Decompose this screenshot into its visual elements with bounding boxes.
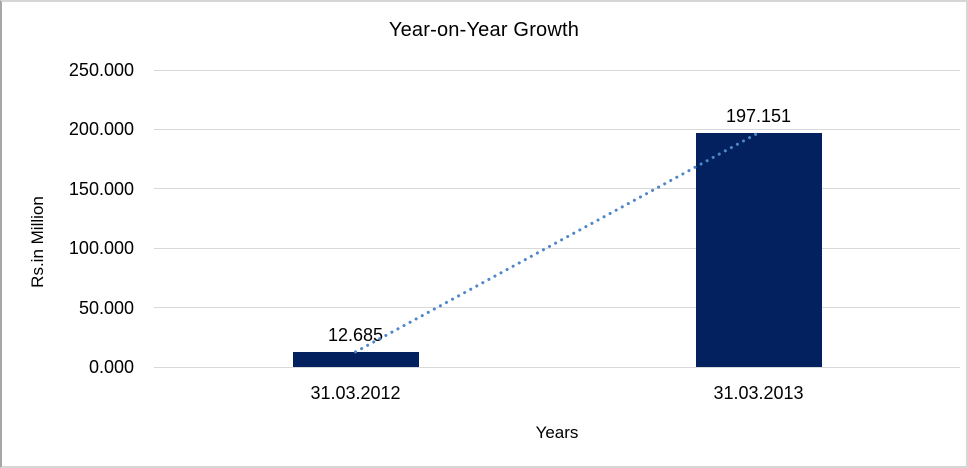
gridline: [154, 188, 960, 190]
gridline: [154, 128, 960, 130]
category-label: 31.03.2013: [713, 383, 804, 403]
bar-31.03.2013: [695, 132, 822, 367]
plot-area: 12.685 31.03.2012 197.151 31.03.2013: [154, 69, 960, 403]
y-tick-label: 0.000: [88, 357, 134, 377]
y-tick-label: 50.000: [78, 297, 134, 318]
y-tick-label: 200.000: [68, 119, 134, 140]
gridline: [154, 69, 960, 71]
x-axis-title: Years: [535, 423, 579, 442]
bar-31.03.2012: [292, 351, 419, 367]
chart-title: Year-on-Year Growth: [388, 19, 580, 41]
gridline: [154, 307, 960, 309]
data-label: 197.151: [725, 105, 792, 126]
y-tick-label: 150.000: [68, 178, 134, 199]
y-tick-label: 100.000: [68, 238, 134, 259]
trendline: [354, 131, 760, 354]
gridline: [154, 366, 960, 368]
gridline: [154, 247, 960, 249]
category-label: 31.03.2012: [310, 383, 401, 403]
y-tick-label: 250.000: [68, 60, 134, 80]
data-label: 12.685: [327, 324, 384, 345]
